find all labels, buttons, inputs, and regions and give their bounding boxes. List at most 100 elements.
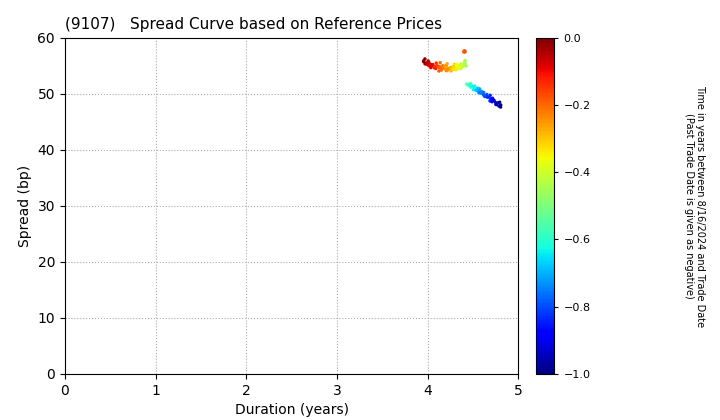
- Point: [425, 64, 436, 71]
- Point: [437, 65, 449, 71]
- Point: [431, 60, 442, 66]
- Point: [425, 61, 436, 68]
- Point: [467, 87, 479, 93]
- Point: [466, 81, 477, 88]
- Point: [462, 81, 474, 88]
- Text: (9107)   Spread Curve based on Reference Prices: (9107) Spread Curve based on Reference P…: [65, 18, 442, 32]
- Point: [420, 60, 431, 67]
- Point: [491, 101, 503, 108]
- Point: [485, 92, 496, 99]
- Point: [445, 66, 456, 73]
- X-axis label: Duration (years): Duration (years): [235, 403, 348, 417]
- Point: [434, 59, 446, 66]
- Point: [464, 82, 475, 89]
- Point: [441, 62, 452, 68]
- Point: [487, 95, 498, 102]
- Point: [475, 89, 487, 96]
- Point: [484, 94, 495, 101]
- Point: [490, 101, 502, 108]
- Point: [428, 63, 440, 70]
- Point: [445, 68, 456, 74]
- Point: [494, 99, 505, 105]
- Point: [445, 64, 456, 71]
- Point: [439, 63, 451, 70]
- Point: [431, 63, 443, 69]
- Point: [456, 65, 467, 72]
- Point: [420, 60, 432, 66]
- Point: [426, 63, 438, 69]
- Point: [495, 102, 506, 109]
- Point: [430, 65, 441, 72]
- Point: [472, 87, 483, 94]
- Point: [495, 104, 506, 110]
- Point: [421, 61, 433, 68]
- Point: [418, 58, 429, 65]
- Point: [451, 61, 462, 68]
- Point: [455, 62, 467, 68]
- Point: [433, 63, 444, 70]
- Point: [441, 68, 452, 74]
- Point: [426, 62, 438, 69]
- Point: [449, 65, 460, 71]
- Point: [440, 66, 451, 73]
- Point: [464, 80, 476, 87]
- Point: [450, 63, 462, 70]
- Point: [440, 63, 451, 70]
- Point: [444, 66, 456, 73]
- Point: [423, 58, 434, 64]
- Point: [472, 85, 483, 92]
- Point: [450, 62, 462, 69]
- Point: [440, 63, 451, 70]
- Point: [461, 81, 472, 87]
- Point: [473, 89, 485, 96]
- Point: [447, 63, 459, 70]
- Point: [472, 84, 484, 91]
- Point: [432, 63, 444, 70]
- Point: [474, 88, 486, 94]
- Point: [476, 88, 487, 95]
- Point: [474, 89, 485, 96]
- Point: [455, 61, 467, 68]
- Point: [430, 63, 441, 70]
- Point: [478, 89, 490, 96]
- Point: [459, 59, 470, 66]
- Point: [470, 87, 482, 93]
- Point: [469, 83, 480, 89]
- Point: [423, 59, 434, 66]
- Point: [455, 60, 467, 67]
- Point: [441, 60, 453, 67]
- Point: [419, 55, 431, 62]
- Point: [485, 97, 496, 104]
- Point: [419, 60, 431, 67]
- Point: [482, 94, 493, 100]
- Point: [465, 84, 477, 91]
- Point: [455, 61, 467, 68]
- Point: [478, 92, 490, 98]
- Point: [488, 97, 500, 104]
- Point: [458, 48, 469, 55]
- Point: [454, 63, 465, 69]
- Y-axis label: Spread (bp): Spread (bp): [18, 165, 32, 247]
- Point: [459, 61, 471, 68]
- Point: [437, 62, 449, 69]
- Y-axis label: Time in years between 8/16/2024 and Trade Date
(Past Trade Date is given as nega: Time in years between 8/16/2024 and Trad…: [684, 85, 706, 327]
- Point: [459, 60, 471, 66]
- Point: [454, 65, 465, 72]
- Point: [443, 66, 454, 72]
- Point: [451, 63, 462, 70]
- Point: [423, 59, 434, 66]
- Point: [493, 103, 505, 110]
- Point: [486, 98, 498, 105]
- Point: [436, 64, 448, 71]
- Point: [490, 101, 502, 108]
- Point: [428, 64, 440, 71]
- Point: [481, 93, 492, 100]
- Point: [459, 62, 471, 69]
- Point: [433, 64, 444, 71]
- Point: [490, 99, 501, 105]
- Point: [459, 57, 471, 64]
- Point: [449, 61, 460, 68]
- Point: [470, 87, 482, 94]
- Point: [418, 58, 429, 64]
- Point: [450, 66, 462, 73]
